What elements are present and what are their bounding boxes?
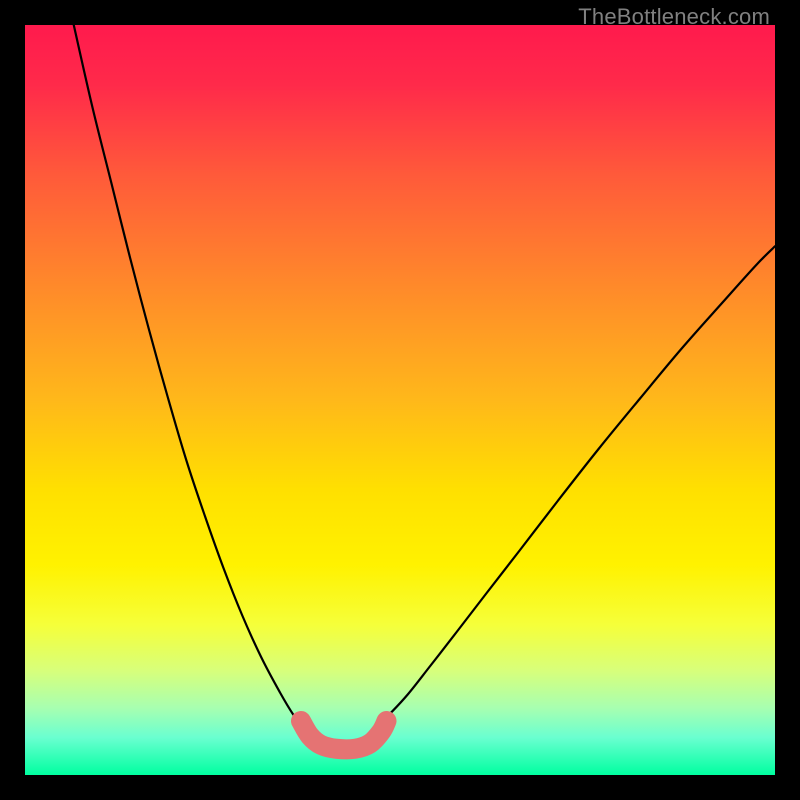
watermark-text: TheBottleneck.com xyxy=(578,4,770,30)
plot-area xyxy=(25,25,775,775)
curve-layer xyxy=(25,25,775,775)
bottleneck-curve-right xyxy=(378,246,776,726)
optimal-range-arc xyxy=(301,721,387,749)
bottleneck-curve-left xyxy=(74,25,303,726)
